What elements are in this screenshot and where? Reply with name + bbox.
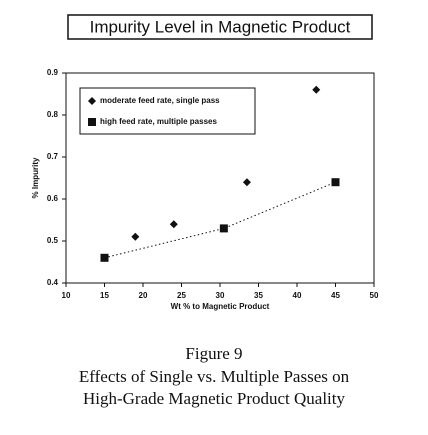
y-tick-label: 0.7 [47,152,59,161]
legend-box [79,87,256,135]
x-tick-label: 25 [177,291,186,300]
square-marker [331,178,340,187]
x-tick-label: 10 [62,291,71,300]
title-box [67,14,373,40]
x-tick-label: 30 [216,291,225,300]
x-tick-label: 40 [293,291,302,300]
x-tick-label: 50 [370,291,379,300]
trend-line [104,181,336,259]
diamond-marker [88,97,96,105]
diamond-marker [131,232,140,241]
diamond-marker [169,220,178,229]
y-tick-label: 0.6 [47,194,59,203]
diamond-marker [242,178,251,187]
y-tick-label: 0.8 [47,110,59,119]
diamond-marker [312,85,321,94]
legend-label: high feed rate, multiple passes [100,117,217,126]
x-tick-label: 20 [139,291,148,300]
caption-line: Figure 9 [185,344,242,363]
x-tick-label: 35 [254,291,263,300]
chart-title: Impurity Level in Magnetic Product [90,17,351,36]
x-axis-label: Wt % to Magnetic Product [171,302,270,311]
y-tick-label: 0.4 [47,278,59,287]
square-marker [219,224,228,233]
y-tick-label: 0.5 [47,236,59,245]
caption-line: Effects of Single vs. Multiple Passes on [79,367,350,386]
x-tick-label: 45 [331,291,340,300]
y-tick-label: 0.9 [47,68,59,77]
x-tick-label: 15 [100,291,109,300]
y-axis-label: % Impurity [31,157,40,198]
legend-label: moderate feed rate, single pass [100,96,220,105]
caption-line: High-Grade Magnetic Product Quality [83,389,346,408]
square-marker [88,118,96,126]
square-marker [100,253,109,262]
